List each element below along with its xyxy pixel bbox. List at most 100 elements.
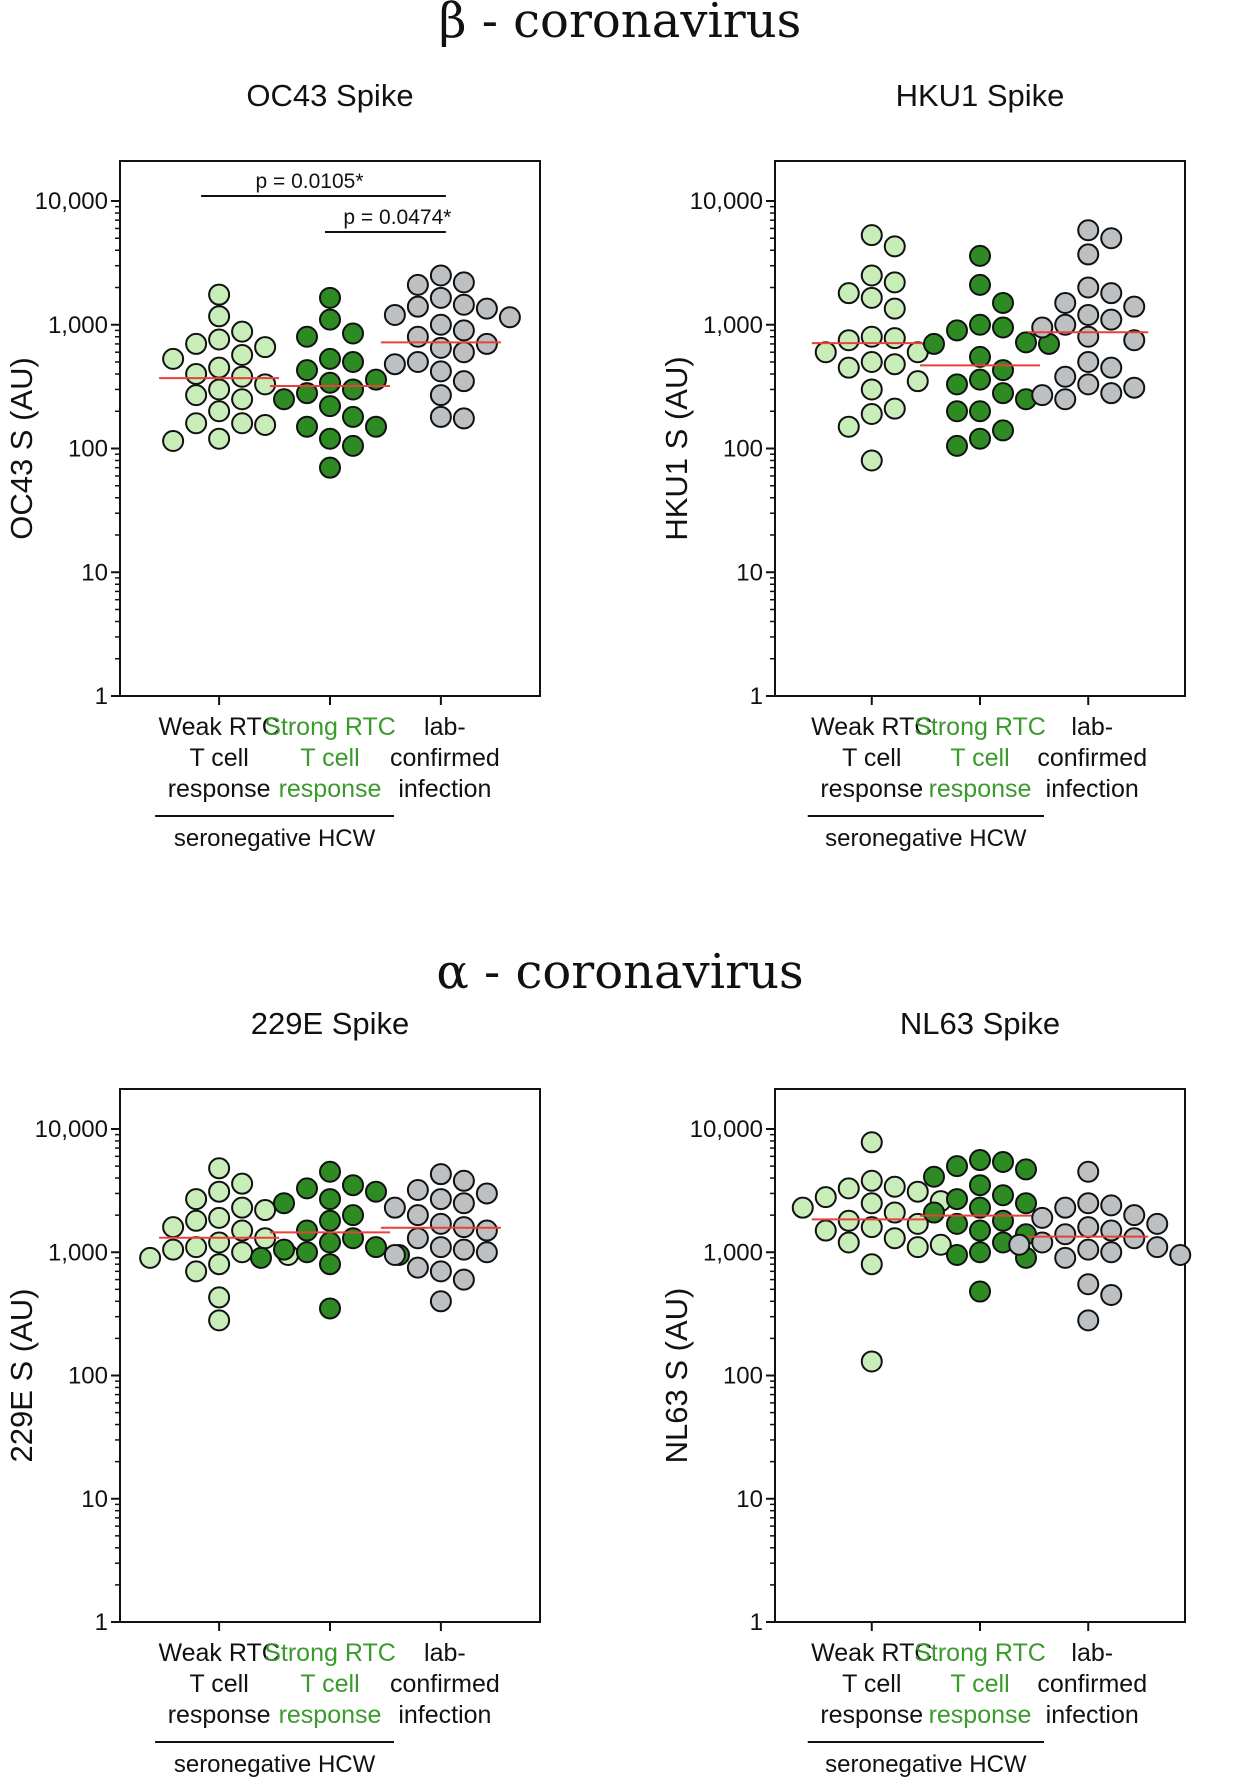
x-category-label: Strong RTC xyxy=(264,1639,396,1667)
x-category-label: confirmed xyxy=(390,744,500,772)
data-point xyxy=(969,1174,991,1197)
data-point xyxy=(406,1178,429,1201)
y-tick-label: 1 xyxy=(750,1609,763,1636)
data-point xyxy=(1054,1246,1077,1269)
data-point xyxy=(429,264,452,287)
data-point xyxy=(208,1157,231,1180)
data-point xyxy=(883,353,906,376)
data-point xyxy=(1015,1158,1037,1181)
data-point xyxy=(319,1209,341,1232)
data-point xyxy=(814,1219,837,1242)
data-point xyxy=(814,1186,837,1209)
data-point xyxy=(383,1196,406,1219)
data-point xyxy=(814,341,837,364)
data-point xyxy=(1015,331,1037,354)
data-point xyxy=(452,1169,475,1192)
data-point xyxy=(1100,308,1123,331)
data-point xyxy=(383,303,406,326)
data-point xyxy=(231,365,254,388)
group-label: seronegative HCW xyxy=(174,1751,376,1778)
x-category-label: Weak RTC xyxy=(811,713,932,741)
data-point xyxy=(992,1150,1014,1173)
data-point xyxy=(185,412,208,435)
data-point xyxy=(231,1196,254,1219)
data-point xyxy=(883,297,906,320)
data-point xyxy=(319,308,341,331)
data-point xyxy=(208,328,231,351)
data-point xyxy=(1100,1194,1123,1217)
data-point xyxy=(208,427,231,450)
chart-panel-1: OC43 Spike 1 10 100 1,000 10,000 OC43 S (AU) We… xyxy=(4,78,541,852)
data-point xyxy=(185,1209,208,1232)
data-point xyxy=(162,1238,185,1261)
data-point xyxy=(1100,356,1123,379)
x-category-label: infection xyxy=(1046,1701,1139,1729)
data-point xyxy=(429,405,452,428)
data-point xyxy=(296,1241,318,1264)
data-point xyxy=(342,1174,364,1197)
data-point xyxy=(1054,388,1077,411)
data-point xyxy=(406,1204,429,1227)
y-tick-label: 100 xyxy=(723,436,763,463)
data-point xyxy=(342,1227,364,1250)
data-point xyxy=(342,351,364,374)
data-point xyxy=(1054,365,1077,388)
data-point xyxy=(860,1216,883,1239)
data-point xyxy=(475,1219,498,1242)
data-point xyxy=(992,419,1014,442)
data-point xyxy=(273,388,295,411)
data-point xyxy=(969,368,991,391)
data-point xyxy=(883,235,906,258)
data-point xyxy=(475,332,498,355)
data-point xyxy=(365,1236,387,1259)
data-point xyxy=(860,403,883,426)
x-category-label: confirmed xyxy=(1037,1670,1147,1698)
chart-panel-3: 229E Spike 1 10 100 1,000 10,000 229E S (AU) We… xyxy=(4,1006,541,1778)
data-point xyxy=(883,397,906,420)
chart-title: 229E Spike xyxy=(251,1006,410,1041)
data-point xyxy=(208,305,231,328)
x-category-label: response xyxy=(929,775,1032,803)
y-axis-label: NL63 S (AU) xyxy=(659,1288,694,1464)
data-point xyxy=(185,1236,208,1259)
data-point xyxy=(906,1180,929,1203)
data-point xyxy=(250,1246,272,1269)
data-point xyxy=(860,224,883,247)
x-category-label: T cell xyxy=(842,1670,901,1698)
data-point xyxy=(162,429,185,452)
data-point xyxy=(923,1201,945,1224)
chart-title: OC43 Spike xyxy=(246,78,413,113)
data-point xyxy=(1077,325,1100,348)
data-point xyxy=(992,316,1014,339)
data-point xyxy=(231,388,254,411)
data-point xyxy=(906,370,929,393)
data-point xyxy=(1100,1283,1123,1306)
data-point xyxy=(923,1165,945,1188)
data-point xyxy=(969,1149,991,1172)
data-point xyxy=(992,291,1014,314)
data-point xyxy=(1123,376,1146,399)
chart-panel-4: NL63 Spike 1 10 100 1,000 10,000 NL63 S (AU) We… xyxy=(659,1006,1192,1778)
data-point xyxy=(1100,1219,1123,1242)
x-category-label: lab- xyxy=(1071,713,1113,741)
data-point xyxy=(1123,1227,1146,1250)
data-point xyxy=(969,1219,991,1242)
data-point xyxy=(1054,291,1077,314)
x-category-label: Weak RTC xyxy=(158,713,279,741)
x-category-label: T cell xyxy=(950,744,1009,772)
p-value-label: p = 0.0474* xyxy=(343,206,451,229)
data-point xyxy=(883,1227,906,1250)
data-point xyxy=(1054,1196,1077,1219)
data-point xyxy=(208,1309,231,1332)
data-point xyxy=(254,336,277,359)
data-point xyxy=(946,434,968,457)
data-point xyxy=(837,329,860,352)
y-tick-label: 1 xyxy=(750,683,763,710)
data-point xyxy=(429,336,452,359)
data-point xyxy=(946,1188,968,1211)
data-point xyxy=(1008,1233,1031,1256)
x-category-label: T cell xyxy=(189,1670,248,1698)
data-point xyxy=(429,360,452,383)
data-point xyxy=(1077,219,1100,242)
data-point xyxy=(139,1246,162,1269)
